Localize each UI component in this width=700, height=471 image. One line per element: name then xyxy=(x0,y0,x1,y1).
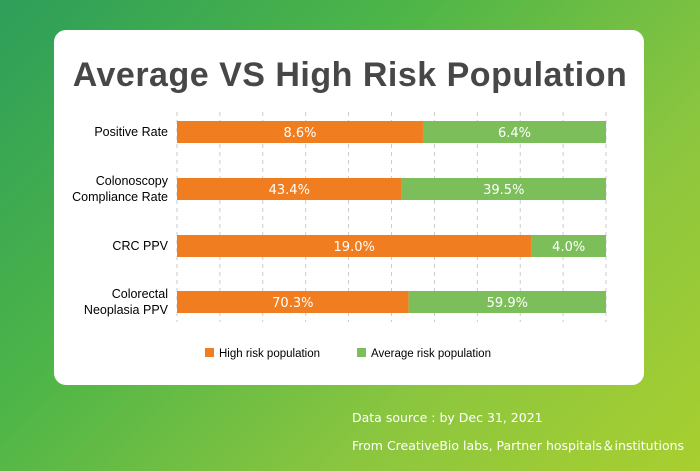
data-label-high-risk: 8.6% xyxy=(283,126,316,141)
legend-swatch xyxy=(205,348,214,357)
bar-high-risk xyxy=(177,121,423,143)
bar-average-risk xyxy=(422,121,606,143)
legend-label: Average risk population xyxy=(371,348,491,360)
chart-card xyxy=(54,30,644,385)
bar-high-risk xyxy=(177,178,402,200)
category-label: Positive Rate xyxy=(94,125,168,139)
bar-average-risk xyxy=(531,235,606,257)
legend-label: High risk population xyxy=(219,348,320,360)
bar-high-risk xyxy=(177,291,409,313)
data-label-average-risk: 4.0% xyxy=(552,240,585,255)
category-label: CRC PPV xyxy=(112,239,168,253)
legend-average-risk: Average risk population xyxy=(357,348,491,360)
data-label-high-risk: 70.3% xyxy=(272,296,313,311)
data-label-average-risk: 6.4% xyxy=(498,126,531,141)
data-label-average-risk: 39.5% xyxy=(483,183,524,198)
category-label: Colonoscopy Compliance Rate xyxy=(72,174,169,204)
bar-high-risk xyxy=(177,235,532,257)
data-label-average-risk: 59.9% xyxy=(487,296,528,311)
data-label-high-risk: 43.4% xyxy=(269,183,310,198)
data-source-date: Data source : by Dec 31, 2021 xyxy=(352,410,543,425)
gridlines xyxy=(176,112,607,322)
bar-average-risk xyxy=(408,291,606,313)
legend-swatch xyxy=(357,348,366,357)
chart-title: Average VS High Risk Population xyxy=(72,56,628,94)
category-labels: Positive Rate Colonoscopy Compliance Rate C… xyxy=(72,125,169,317)
legend: High risk population Average risk populat… xyxy=(205,348,491,360)
category-label: Colorectal Neoplasia PPV xyxy=(84,287,169,317)
bars: 8.6% 6.4% 43.4% 39.5% 19.0% 4.0% 70.3% 59.9% xyxy=(177,121,606,313)
bar-average-risk xyxy=(401,178,606,200)
data-label-high-risk: 19.0% xyxy=(334,240,375,255)
data-source-origin: From CreativeBio labs, Partner hospitals… xyxy=(352,438,685,453)
legend-high-risk: High risk population xyxy=(205,348,320,360)
